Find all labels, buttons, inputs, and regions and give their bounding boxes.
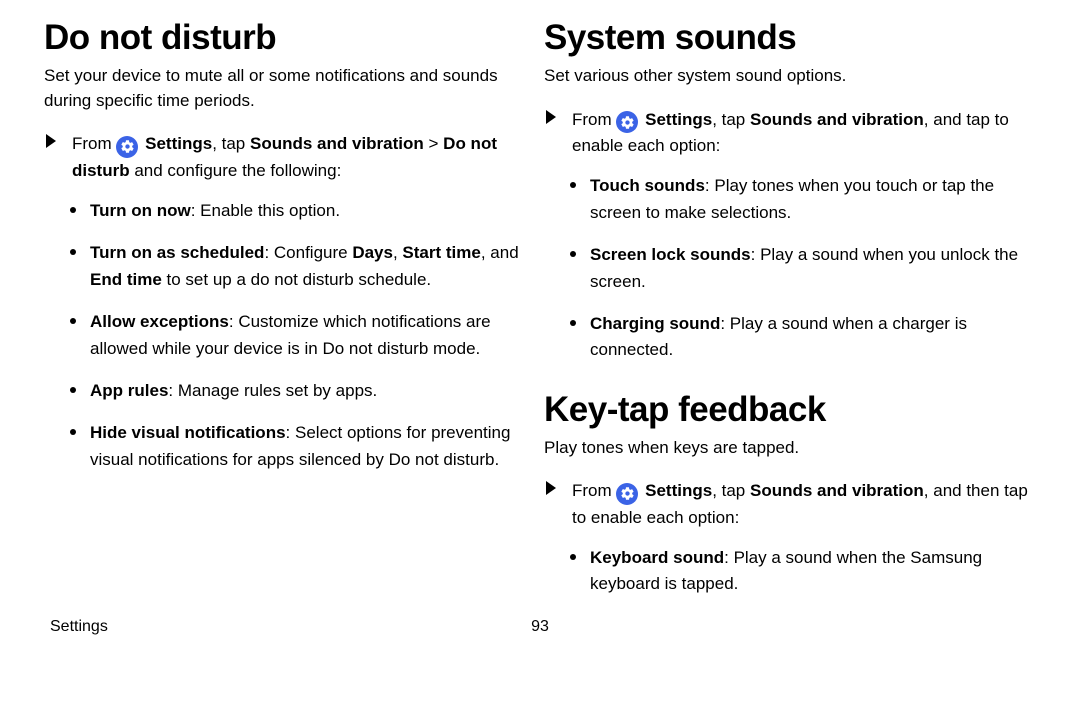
right-column: System sounds Set various other system s… bbox=[540, 18, 1036, 614]
list-item: Turn on now: Enable this option. bbox=[70, 198, 524, 224]
text-bold: Settings bbox=[645, 110, 712, 129]
text-bold: Sounds and vibration bbox=[250, 134, 424, 153]
text-bold: Sounds and vibration bbox=[750, 110, 924, 129]
page-number: 93 bbox=[531, 618, 549, 636]
system-sounds-list: Touch sounds: Play tones when you touch … bbox=[544, 173, 1036, 363]
intro-keytap: Play tones when keys are tapped. bbox=[544, 436, 1036, 461]
text: , tap bbox=[712, 481, 750, 500]
play-arrow-icon bbox=[546, 110, 556, 124]
list-item: App rules: Manage rules set by apps. bbox=[70, 378, 524, 404]
settings-gear-icon bbox=[616, 483, 638, 505]
text: , tap bbox=[212, 134, 250, 153]
footer-section: Settings bbox=[50, 618, 108, 636]
list-item: Hide visual notifications: Select option… bbox=[70, 420, 524, 473]
dnd-options-list: Turn on now: Enable this option. Turn on… bbox=[44, 198, 524, 473]
play-arrow-icon bbox=[46, 134, 56, 148]
list-item: Allow exceptions: Customize which notifi… bbox=[70, 309, 524, 362]
heading-system-sounds: System sounds bbox=[544, 18, 1036, 58]
text-bold: Settings bbox=[645, 481, 712, 500]
list-item: Touch sounds: Play tones when you touch … bbox=[570, 173, 1036, 226]
list-item: Screen lock sounds: Play a sound when yo… bbox=[570, 242, 1036, 295]
heading-dnd: Do not disturb bbox=[44, 18, 524, 58]
play-arrow-icon bbox=[546, 481, 556, 495]
step-system-sounds: From Settings, tap Sounds and vibration,… bbox=[544, 107, 1036, 160]
list-item: Charging sound: Play a sound when a char… bbox=[570, 311, 1036, 364]
text: From bbox=[72, 134, 116, 153]
text: From bbox=[572, 481, 616, 500]
step-keytap: From Settings, tap Sounds and vibration,… bbox=[544, 478, 1036, 531]
list-item: Keyboard sound: Play a sound when the Sa… bbox=[570, 545, 1036, 598]
settings-gear-icon bbox=[616, 111, 638, 133]
list-item: Turn on as scheduled: Configure Days, St… bbox=[70, 240, 524, 293]
heading-keytap: Key-tap feedback bbox=[544, 390, 1036, 430]
text: and configure the following: bbox=[130, 161, 342, 180]
text: > bbox=[424, 134, 443, 153]
text-bold: Sounds and vibration bbox=[750, 481, 924, 500]
step-dnd: From Settings, tap Sounds and vibration … bbox=[44, 131, 524, 184]
keytap-list: Keyboard sound: Play a sound when the Sa… bbox=[544, 545, 1036, 598]
left-column: Do not disturb Set your device to mute a… bbox=[44, 18, 540, 614]
footer: Settings 93 bbox=[44, 614, 1036, 636]
text-bold: Settings bbox=[145, 134, 212, 153]
settings-gear-icon bbox=[116, 136, 138, 158]
text: , tap bbox=[712, 110, 750, 129]
intro-dnd: Set your device to mute all or some noti… bbox=[44, 64, 524, 113]
text: From bbox=[572, 110, 616, 129]
intro-system-sounds: Set various other system sound options. bbox=[544, 64, 1036, 89]
